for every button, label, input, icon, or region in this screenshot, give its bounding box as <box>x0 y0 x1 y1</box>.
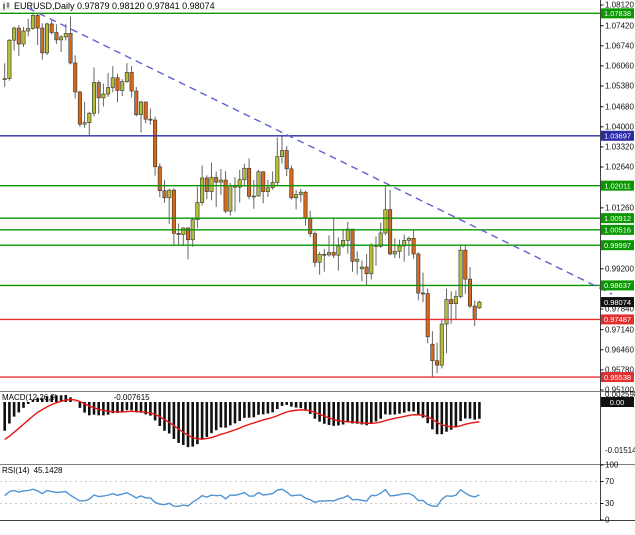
svg-text:0.95780: 0.95780 <box>605 366 634 375</box>
svg-text:0.002598: 0.002598 <box>605 390 635 399</box>
price-badges: 1.07838 1.03697 1.02011 1.00912 1.00516 0.999… <box>601 8 634 383</box>
svg-text:0.97487: 0.97487 <box>604 315 631 324</box>
svg-text:1.03697: 1.03697 <box>604 132 631 141</box>
svg-text:0.99997: 0.99997 <box>604 241 631 250</box>
horizontal-level-lines[interactable] <box>0 12 600 378</box>
svg-text:1.01260: 1.01260 <box>605 204 634 213</box>
pane-separators <box>0 0 635 521</box>
svg-text:1.03320: 1.03320 <box>605 143 634 152</box>
svg-text:1.04000: 1.04000 <box>605 123 634 132</box>
svg-text:0.97840: 0.97840 <box>605 305 634 314</box>
svg-text:1.06740: 1.06740 <box>605 42 634 51</box>
svg-text:0.97140: 0.97140 <box>605 325 634 334</box>
svg-text:70: 70 <box>605 477 614 486</box>
price-axis: 1.08120 1.07420 1.06740 1.06060 1.05380 1.046… <box>600 1 634 395</box>
svg-text:1.04680: 1.04680 <box>605 102 634 111</box>
svg-text:0.98074: 0.98074 <box>604 298 631 307</box>
svg-text:30: 30 <box>605 499 614 508</box>
svg-text:0.95538: 0.95538 <box>604 373 631 382</box>
svg-text:1.07420: 1.07420 <box>605 21 634 30</box>
svg-text:1.02011: 1.02011 <box>604 181 631 190</box>
svg-text:0.00: 0.00 <box>610 398 625 407</box>
svg-text:1.08120: 1.08120 <box>605 1 634 10</box>
rsi-pane <box>0 481 600 508</box>
svg-text:0.98637: 0.98637 <box>604 281 631 290</box>
svg-text:1.06060: 1.06060 <box>605 62 634 71</box>
svg-text:100: 100 <box>605 461 619 470</box>
svg-text:1.00912: 1.00912 <box>604 214 631 223</box>
svg-text:1.05380: 1.05380 <box>605 82 634 91</box>
svg-text:0.99200: 0.99200 <box>605 264 634 273</box>
svg-text:0: 0 <box>605 516 610 525</box>
svg-text:0.96460: 0.96460 <box>605 345 634 354</box>
svg-text:1.07838: 1.07838 <box>604 9 631 18</box>
candles-layer <box>2 12 482 377</box>
macd-pane <box>3 395 481 448</box>
indicator-scales: 0.002598 -0.01514 0.00 100 70 30 0 <box>600 390 635 525</box>
svg-text:1.02640: 1.02640 <box>605 163 634 172</box>
svg-text:-0.01514: -0.01514 <box>605 446 635 455</box>
trendline[interactable] <box>27 7 613 295</box>
svg-text:0.95100: 0.95100 <box>605 386 634 395</box>
svg-text:1.00516: 1.00516 <box>604 226 631 235</box>
